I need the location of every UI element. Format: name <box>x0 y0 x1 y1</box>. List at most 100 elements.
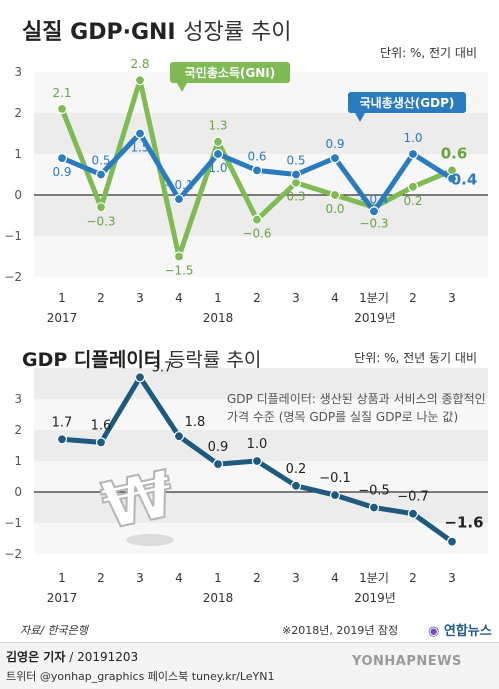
chart1-x-tick: 4 <box>175 291 183 305</box>
gdp-point <box>134 128 146 139</box>
chart1-y-tick: 3 <box>14 65 22 79</box>
gdp-point <box>95 169 107 180</box>
deflator-point <box>134 372 146 383</box>
gni-data-label: 0.0 <box>325 202 344 216</box>
gdp-point <box>290 169 302 180</box>
chart2-band <box>34 430 488 461</box>
deflator-data-label: −0.1 <box>319 471 351 486</box>
gni-data-label: 0.2 <box>403 194 422 208</box>
chart1-x-tick: 3 <box>136 291 144 305</box>
gdp-point <box>407 148 419 160</box>
yonhap-logo-text: 연합뉴스 <box>443 624 492 639</box>
gdp-data-label: 0.6 <box>247 149 266 163</box>
deflator-data-label: −1.6 <box>444 514 483 532</box>
reporter-name: 김영은 기자 <box>6 650 66 664</box>
gni-point <box>95 202 107 213</box>
gni-point <box>56 103 68 115</box>
chart2-x-tick: 4 <box>175 571 183 585</box>
chart1-year-label: 2018 <box>203 311 234 325</box>
gdp-legend-box <box>348 92 466 113</box>
gdp-point <box>329 153 341 164</box>
chart2-title-sub: 등락률 추이 <box>167 349 262 371</box>
chart2-x-tick: 4 <box>331 571 339 585</box>
chart2-x-tick: 1분기 <box>359 571 389 585</box>
gdp-legend-text: 국내총생산(GDP) <box>360 95 455 110</box>
chart2-year-label: 2019년 <box>354 591 396 605</box>
chart2-title: GDP 디플레이터 등락률 추이 <box>22 345 261 372</box>
gni-legend-box <box>170 62 290 83</box>
chart1-y-tick: 0 <box>14 188 22 202</box>
gdp-data-label: 0.9 <box>325 137 344 151</box>
gdp-data-label: 0.5 <box>286 154 305 168</box>
chart1-band <box>34 236 488 277</box>
chart1-title: 실질 GDP·GNI 성장률 추이 <box>22 14 291 46</box>
gni-data-label: 1.3 <box>208 119 227 133</box>
deflator-data-label: 3.7 <box>152 360 173 375</box>
gni-data-label: −0.3 <box>86 214 115 228</box>
chart2-x-tick: 3 <box>448 571 456 585</box>
chart2-y-tick: 0 <box>14 485 22 499</box>
gni-data-label: 2.1 <box>52 86 71 100</box>
deflator-data-label: 0.2 <box>286 462 307 477</box>
chart2-title-main: GDP 디플레이터 <box>22 349 162 371</box>
gni-point <box>173 251 185 262</box>
gni-data-label: 2.8 <box>130 57 149 71</box>
chart1-y-tick: 2 <box>14 106 22 120</box>
gni-point <box>212 136 224 147</box>
chart2-y-tick: 1 <box>14 454 22 468</box>
deflator-data-label: 1.8 <box>185 415 206 430</box>
source-label: 자료/ 한국은행 <box>20 624 88 637</box>
deflator-point <box>368 502 380 513</box>
chart1-year-label: 2017 <box>47 311 78 325</box>
gdp-data-label: 1.0 <box>208 161 227 175</box>
gdp-point <box>173 194 185 205</box>
gdp-data-label: 0.4 <box>451 171 478 189</box>
reporter-credit: 김영은 기자 / 20191203 <box>6 648 138 665</box>
deflator-point <box>446 536 458 547</box>
chart1-y-tick: 1 <box>14 147 22 161</box>
deflator-data-label: −0.7 <box>397 490 429 505</box>
chart1-x-tick: 1 <box>214 291 222 305</box>
watermark: YONHAPNEWS <box>352 654 462 669</box>
deflator-point <box>251 455 263 467</box>
chart2-y-tick: −1 <box>4 516 22 530</box>
deflator-data-label: 0.9 <box>208 440 229 455</box>
gni-point <box>251 214 263 225</box>
chart2-band <box>34 368 488 399</box>
gni-legend-text: 국민총소득(GNI) <box>185 65 276 80</box>
deflator-point <box>56 434 68 445</box>
gdp-point <box>56 153 68 164</box>
gni-point <box>134 75 146 86</box>
gdp-point <box>446 173 458 184</box>
gdp-legend-pointer <box>355 113 365 122</box>
gdp-data-label: 0.5 <box>91 154 110 168</box>
chart1-year-label: 2019년 <box>354 311 396 325</box>
social-links: 트위터 @yonhap_graphics 페이스북 tuney.kr/LeYN1 <box>6 670 275 683</box>
chart1-band <box>34 113 488 154</box>
gni-data-label: 0.3 <box>286 190 305 204</box>
chart2-x-tick: 2 <box>253 571 261 585</box>
gdp-data-label: 1.0 <box>403 131 422 145</box>
chart1-x-tick: 1분기 <box>359 291 389 305</box>
chart1-x-tick: 2 <box>253 291 261 305</box>
gni-data-label: −0.6 <box>242 227 271 241</box>
gdp-data-label: −0.4 <box>359 192 388 206</box>
chart2-x-tick: 1 <box>214 571 222 585</box>
gni-point <box>407 181 419 192</box>
deflator-data-label: 1.6 <box>91 418 112 433</box>
chart2-x-tick: 2 <box>409 571 417 585</box>
chart1-y-tick: −1 <box>4 229 22 243</box>
gni-data-label: −1.5 <box>164 264 193 278</box>
chart2-x-tick: 3 <box>136 571 144 585</box>
chart2-y-tick: 2 <box>14 423 22 437</box>
chart2-x-tick: 1 <box>58 571 66 585</box>
gdp-data-label: −0.1 <box>164 178 193 192</box>
gdp-point <box>251 165 263 176</box>
deflator-definition-note: GDP 디플레이터: 생산된 상품과 서비스의 종합적인 가격 수준 (명목 G… <box>227 392 486 424</box>
gni-data-label: −0.3 <box>359 216 388 230</box>
footer-bar <box>0 642 499 689</box>
chart2-y-tick: −2 <box>4 547 22 561</box>
yonhap-logo-icon: ◉ <box>428 624 440 639</box>
chart1-x-tick: 4 <box>331 291 339 305</box>
